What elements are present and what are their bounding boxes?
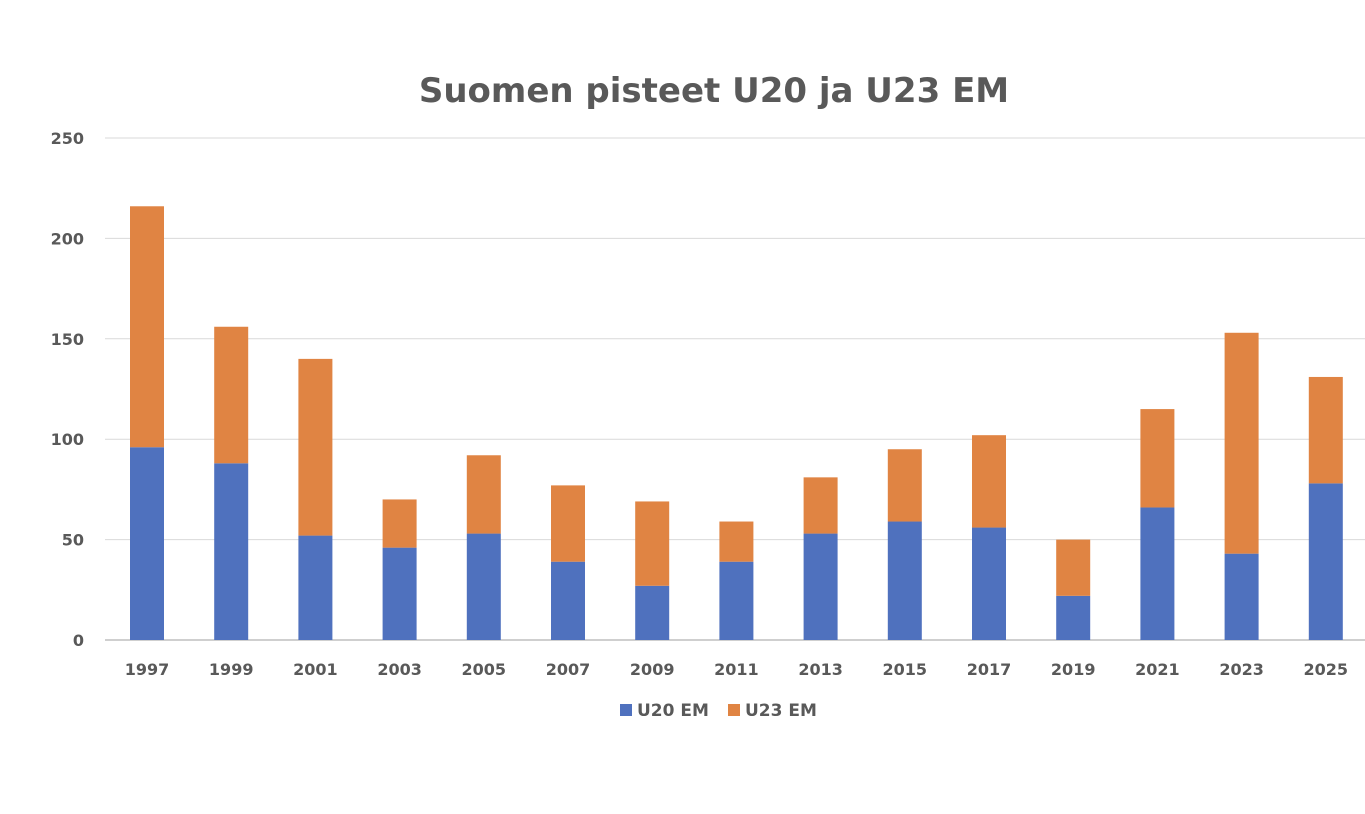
x-tick-label: 2019: [1051, 660, 1096, 679]
y-tick-label: 250: [51, 129, 84, 148]
bar-u20-2011: [719, 561, 754, 640]
legend-label: U20 EM: [637, 701, 709, 721]
legend: U20 EM U23 EM: [620, 701, 817, 721]
x-tick-label: 2023: [1219, 660, 1264, 679]
bar-u20-2023: [1224, 553, 1259, 640]
bar-u20-2003: [382, 547, 417, 640]
y-tick-label: 200: [51, 229, 84, 248]
legend-swatch: [620, 704, 632, 716]
bar-u23-2019: [1056, 539, 1091, 596]
bar-u23-2025: [1308, 376, 1343, 484]
x-tick-label: 2011: [714, 660, 759, 679]
x-tick-label: 2009: [630, 660, 675, 679]
x-tick-label: 2001: [293, 660, 338, 679]
bar-u20-1999: [214, 463, 249, 640]
x-tick-label: 2003: [377, 660, 422, 679]
bar-u20-2009: [635, 585, 670, 640]
x-tick-label: 1997: [125, 660, 170, 679]
bar-u23-1997: [130, 206, 164, 448]
y-tick-label: 0: [73, 631, 84, 650]
x-tick-label: 2005: [462, 660, 507, 679]
y-tick-label: 50: [62, 531, 84, 550]
y-tick-label: 100: [51, 430, 84, 449]
bar-u20-2019: [1056, 595, 1091, 640]
bar-u23-2005: [466, 455, 501, 534]
chart-title: Suomen pisteet U20 ja U23 EM: [419, 71, 1009, 111]
x-tick-label: 2021: [1135, 660, 1180, 679]
bar-u20-2007: [551, 561, 585, 640]
y-axis-ticks: 0 50 100 150 200 250: [51, 129, 84, 650]
x-tick-label: 2013: [798, 660, 843, 679]
x-tick-label: 2015: [883, 660, 928, 679]
bar-u23-2003: [382, 499, 417, 548]
bar-u20-2017: [972, 527, 1006, 640]
bar-u23-2011: [719, 521, 754, 562]
bar-u23-2007: [551, 485, 585, 562]
x-tick-label: 2025: [1304, 660, 1349, 679]
bars: [130, 206, 1343, 640]
bar-u23-2023: [1224, 332, 1259, 554]
legend-label: U23 EM: [745, 701, 817, 721]
bar-u23-2001: [298, 358, 333, 536]
bar-u20-2013: [803, 533, 838, 640]
y-tick-label: 150: [51, 330, 84, 349]
bar-u23-1999: [214, 326, 249, 464]
bar-u20-2005: [466, 533, 501, 640]
legend-swatch: [728, 704, 740, 716]
bar-u20-2015: [887, 521, 922, 640]
x-axis-ticks: 1997 1999 2001 2003 2005 2007 2009 2011 2013 2015…: [125, 660, 1348, 679]
x-tick-label: 2017: [967, 660, 1012, 679]
bar-u23-2017: [972, 435, 1006, 528]
x-tick-label: 2007: [546, 660, 591, 679]
bar-u23-2021: [1140, 409, 1175, 508]
bar-u23-2013: [803, 477, 838, 534]
bar-u20-2025: [1308, 483, 1343, 640]
bar-u23-2015: [887, 449, 922, 522]
bar-u23-2009: [635, 501, 670, 586]
bar-u20-1997: [130, 447, 164, 640]
bar-u20-2001: [298, 535, 333, 640]
bar-u20-2021: [1140, 507, 1175, 640]
x-tick-label: 1999: [209, 660, 254, 679]
